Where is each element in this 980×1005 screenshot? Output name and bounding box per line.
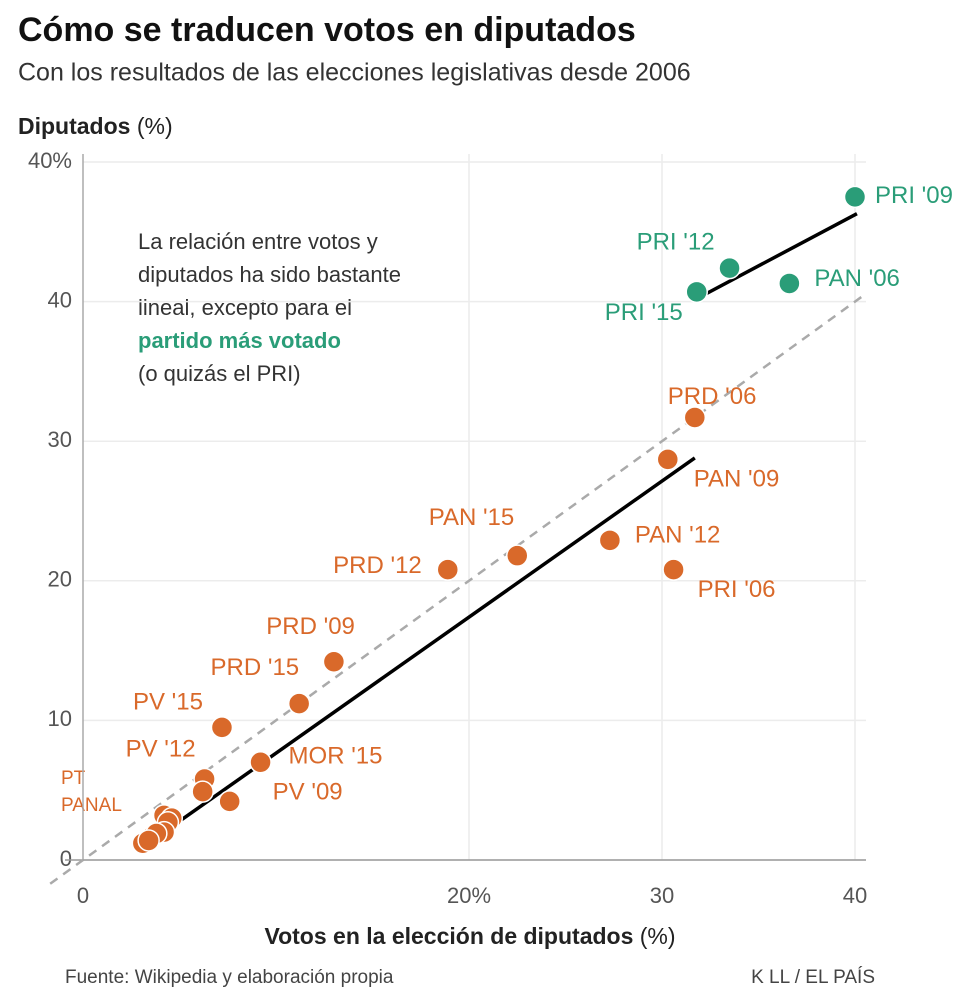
point (656, 448, 680, 471)
point (137, 829, 160, 852)
point (249, 751, 272, 774)
x-tick-label: 30 (650, 883, 674, 908)
point (218, 790, 241, 813)
credit: K LL / EL PAÍS (751, 967, 875, 988)
point-label: PRD '09 (266, 613, 355, 640)
point-label: PRD '06 (668, 383, 757, 410)
chart-title: Cómo se traducen votos en diputados (18, 11, 636, 49)
point (778, 272, 801, 295)
y-tick-label: 10 (48, 706, 72, 731)
source: Fuente: Wikipedia y elaboración propia (65, 967, 394, 988)
x-tick-label: 20% (447, 883, 491, 908)
point-label: MOR '15 (289, 743, 383, 770)
point-label: PAN '15 (429, 504, 515, 531)
x-tick-label: 40 (843, 883, 867, 908)
point-label: PV '12 (126, 735, 196, 762)
point-label: PRD '12 (333, 552, 422, 579)
x-axis-unit: (%) (640, 923, 676, 949)
point (662, 558, 685, 581)
point (436, 558, 460, 581)
small-label: PT (61, 768, 86, 789)
chart-subtitle: Con los resultados de las elecciones leg… (18, 59, 691, 87)
y-tick-label: 40% (28, 148, 72, 173)
point (287, 692, 311, 715)
annotation-line: (o quizás el PRI) (138, 361, 301, 386)
point-label: PAN '09 (694, 466, 780, 493)
annotation-line: lineal, excepto para el (138, 295, 352, 320)
point-label: PRI '06 (698, 576, 776, 603)
x-axis-title: Votos en la elección de diputados (%) (264, 923, 675, 949)
y-axis-title: Diputados (%) (18, 113, 173, 139)
point-label: PV '09 (273, 779, 343, 806)
point (506, 544, 529, 567)
y-axis-label: Diputados (18, 113, 130, 139)
point (685, 280, 708, 304)
point-label: PRD '15 (211, 654, 300, 681)
x-tick-label: 0 (77, 883, 89, 908)
x-axis-label: Votos en la elección de diputados (264, 923, 633, 949)
point-label: PV '15 (133, 689, 203, 716)
y-tick-label: 40 (48, 287, 72, 312)
annotation-line: partido más votado (138, 328, 341, 353)
point (843, 185, 867, 209)
point (210, 716, 234, 739)
point (718, 256, 741, 280)
reference-line (49, 292, 868, 885)
fit-line (703, 212, 858, 297)
y-tick-label: 0 (60, 846, 72, 871)
point (191, 780, 214, 803)
point (598, 529, 622, 552)
point-label: PAN '12 (635, 522, 721, 549)
point-label: PRI '15 (605, 299, 683, 326)
small-label: PANAL (61, 795, 122, 816)
point-label: PRI '09 (875, 182, 953, 209)
annotation: La relación entre votos y diputados ha si… (138, 229, 401, 386)
y-tick-label: 30 (48, 427, 72, 452)
annotation-line: diputados ha sido bastante (138, 262, 401, 287)
point-label: PAN '06 (814, 265, 900, 292)
y-tick-label: 20 (48, 567, 72, 592)
point-label: PRI '12 (637, 228, 715, 255)
point (322, 650, 346, 674)
point (683, 406, 707, 429)
annotation-line: La relación entre votos y (138, 229, 378, 254)
y-axis-unit: (%) (137, 113, 173, 139)
